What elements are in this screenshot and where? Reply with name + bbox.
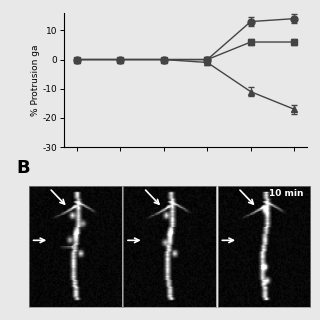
Text: B: B [16, 159, 30, 177]
Text: ~: ~ [94, 153, 103, 163]
Y-axis label: % Protrusion ga: % Protrusion ga [30, 44, 40, 116]
Text: 10 min: 10 min [269, 189, 303, 198]
